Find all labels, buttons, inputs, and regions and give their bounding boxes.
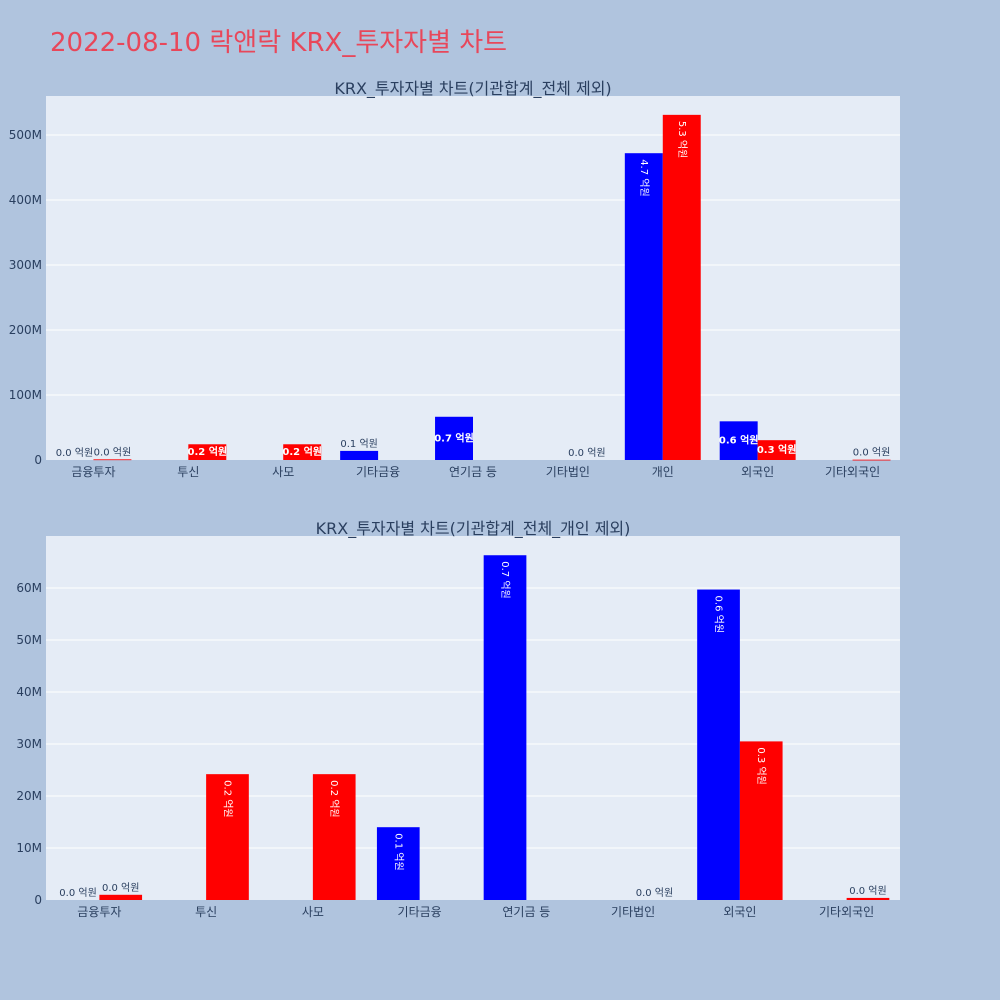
x-tick-label: 사모 xyxy=(272,465,294,479)
chart-bottom: KRX_투자자별 차트(기관합계_전체_개인 제외) 0 10M 20M 30M 40M 5… xyxy=(16,519,900,919)
chart-top: KRX_투자자별 차트(기관합계_전체 제외) 0 100M 200M 300M 400M… xyxy=(9,79,900,479)
data-label: 5.3 억원 xyxy=(676,121,688,158)
bar xyxy=(283,444,322,460)
y-tick-label: 10M xyxy=(16,841,42,855)
y-tick-label: 30M xyxy=(16,737,42,751)
y-tick-label: 60M xyxy=(16,581,42,595)
x-tick-label: 연기금 등 xyxy=(449,465,497,479)
page-title: 2022-08-10 락앤락 KRX_투자자별 차트 xyxy=(50,28,508,58)
bar xyxy=(93,459,132,461)
x-tick-label: 연기금 등 xyxy=(502,905,550,919)
data-label: 0.0 억원 xyxy=(853,447,890,459)
y-tick-label: 0 xyxy=(34,893,42,907)
bar xyxy=(435,416,473,460)
data-label: 0.0 억원 xyxy=(59,887,96,899)
plot-area xyxy=(46,96,900,460)
data-label: 0.6 억원 xyxy=(719,434,759,447)
data-label: 0.0 억원 xyxy=(94,446,131,458)
bar xyxy=(188,444,227,460)
y-tick-label: 500M xyxy=(9,128,42,142)
data-label: 0.2 억원 xyxy=(328,780,340,817)
data-label: 4.7 억원 xyxy=(638,159,650,196)
y-tick-label: 100M xyxy=(9,388,42,402)
y-tick-label: 400M xyxy=(9,193,42,207)
data-label: 0.2 억원 xyxy=(221,780,233,817)
x-tick-label: 외국인 xyxy=(723,905,756,919)
y-tick-label: 200M xyxy=(9,323,42,337)
x-tick-label: 금융투자 xyxy=(77,905,121,919)
x-tick-label: 개인 xyxy=(652,465,674,479)
data-label: 0.0 억원 xyxy=(568,447,605,459)
data-label: 0.1 억원 xyxy=(392,833,404,870)
bar xyxy=(340,450,379,460)
data-label: 0.2 억원 xyxy=(188,445,228,458)
bar xyxy=(757,440,796,460)
x-tick-label: 기타금융 xyxy=(398,905,442,919)
data-label: 0.1 억원 xyxy=(340,438,377,450)
bar xyxy=(697,589,740,900)
data-label: 0.2 억원 xyxy=(282,445,322,458)
bar xyxy=(739,741,783,900)
x-tick-label: 기타금융 xyxy=(356,465,400,479)
data-label: 0.7 억원 xyxy=(434,431,474,444)
data-label: 0.0 억원 xyxy=(102,882,139,894)
x-tick-label: 기타법인 xyxy=(546,465,590,479)
data-label: 0.3 억원 xyxy=(755,747,767,784)
bar xyxy=(846,897,890,900)
y-tick-label: 40M xyxy=(16,685,42,699)
data-label: 0.0 억원 xyxy=(849,885,886,897)
bar xyxy=(852,459,891,461)
x-tick-label: 투신 xyxy=(177,465,199,479)
chart-title: KRX_투자자별 차트(기관합계_전체 제외) xyxy=(334,79,611,99)
x-tick-label: 투신 xyxy=(195,905,217,919)
data-label: 0.0 억원 xyxy=(636,887,673,899)
bar xyxy=(312,774,356,900)
bar xyxy=(483,555,527,900)
x-tick-label: 외국인 xyxy=(741,465,774,479)
bar xyxy=(719,421,758,460)
x-tick-label: 기타법인 xyxy=(611,905,655,919)
y-tick-label: 50M xyxy=(16,633,42,647)
chart-title: KRX_투자자별 차트(기관합계_전체_개인 제외) xyxy=(316,519,631,539)
x-tick-label: 기타외국인 xyxy=(819,905,874,919)
y-tick-label: 0 xyxy=(34,453,42,467)
bar xyxy=(206,774,249,900)
data-label: 0.7 억원 xyxy=(499,561,511,598)
bar xyxy=(662,114,701,460)
bar xyxy=(99,894,143,900)
data-label: 0.0 억원 xyxy=(56,447,93,459)
bar xyxy=(624,153,663,460)
y-tick-label: 300M xyxy=(9,258,42,272)
bar xyxy=(376,827,420,900)
x-tick-label: 사모 xyxy=(302,905,324,919)
data-label: 0.3 억원 xyxy=(757,443,797,456)
x-tick-label: 금융투자 xyxy=(71,465,115,479)
data-label: 0.6 억원 xyxy=(713,596,725,633)
y-tick-label: 20M xyxy=(16,789,42,803)
x-tick-label: 기타외국인 xyxy=(825,465,880,479)
